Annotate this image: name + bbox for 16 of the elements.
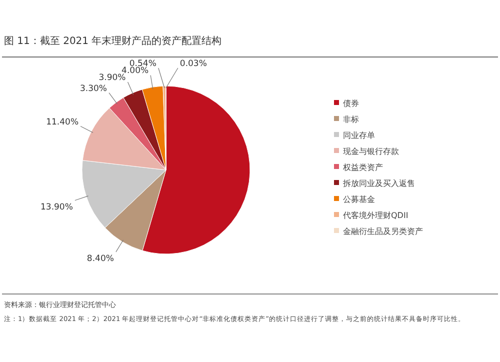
legend-label: 权益类资产: [342, 163, 383, 172]
legend-label: 拆放同业及买入返售: [342, 179, 415, 188]
data-label: 13.90%: [40, 202, 73, 212]
data-label: 3.30%: [80, 84, 107, 94]
legend-label: 公募基金: [343, 195, 375, 204]
data-label: 3.90%: [98, 72, 126, 83]
data-label: 8.40%: [86, 254, 114, 264]
legend-label: 现金与银行存款: [343, 147, 399, 156]
legend-label: 同业存单: [343, 131, 375, 140]
legend-label: 非标: [343, 115, 359, 124]
legend-label: 金融衍生品及另类资产: [343, 227, 423, 236]
chart-title: 图 11：截至 2021 年末理财产品的资产配置结构: [4, 35, 222, 47]
data-label: 0.03%: [180, 59, 207, 69]
legend-label: 债券: [343, 99, 359, 108]
legend-label: 代客境外理财QDII: [342, 211, 408, 220]
data-label: 11.40%: [46, 117, 79, 128]
